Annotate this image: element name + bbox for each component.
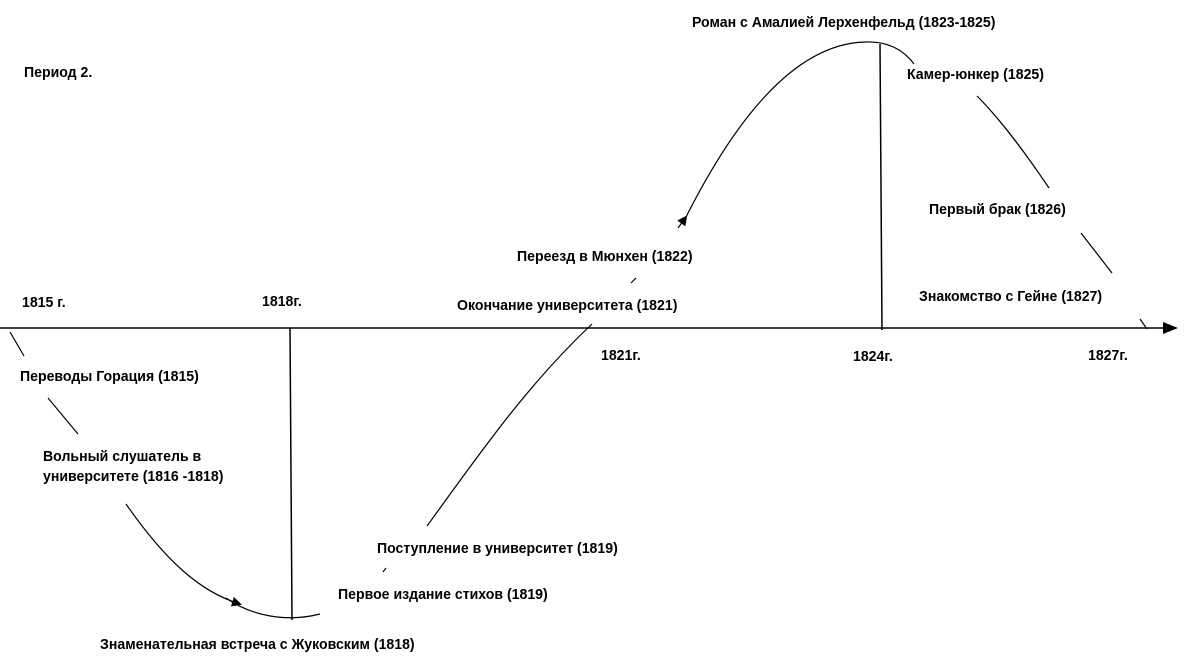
event-zhukovsky-meeting: Знаменательная встреча с Жуковским (1818…	[100, 636, 415, 653]
curve-munich-arrow	[677, 215, 688, 229]
period-label: Период 2.	[24, 64, 93, 81]
curve-trough	[225, 597, 321, 619]
curve-horace-segment	[47, 397, 79, 435]
curve-peak	[685, 41, 915, 218]
curve-marriage-segment	[1080, 232, 1113, 274]
curve-descent	[976, 95, 1050, 189]
event-heine-acquaintance: Знакомство с Гейне (1827)	[919, 288, 1103, 305]
event-move-munich: Переезд в Мюнхен (1822)	[517, 248, 693, 265]
event-kammerjunker: Камер-юнкер (1825)	[907, 66, 1044, 83]
event-first-edition: Первое издание стихов (1819)	[338, 586, 548, 603]
event-amalia-romance: Роман с Амалией Лерхенфельд (1823-1825)	[692, 14, 996, 31]
event-university-entry: Поступление в университет (1819)	[377, 540, 618, 557]
marker-1818	[289, 327, 293, 621]
year-label-1824: 1824г.	[853, 348, 893, 365]
curve-start-segment	[9, 331, 25, 357]
event-free-listener-line2: университете (1816 -1818)	[43, 468, 224, 485]
event-free-listener-line1: Вольный слушатель в	[43, 448, 202, 465]
year-label-1815: 1815 г.	[22, 294, 66, 311]
timeline-axis-arrow	[1163, 322, 1178, 334]
year-label-1821: 1821г.	[601, 347, 641, 364]
curve-to-zhukovsky	[125, 503, 242, 607]
curve-munich-tick	[630, 277, 637, 284]
curve-entry-tick	[382, 567, 387, 573]
year-label-1827: 1827г.	[1088, 347, 1128, 364]
event-free-listener: Вольный слушатель в университете (1816 -…	[43, 447, 223, 487]
event-university-graduation: Окончание университета (1821)	[457, 297, 678, 314]
year-label-1818: 1818г.	[262, 293, 302, 310]
event-first-marriage: Первый брак (1826)	[929, 201, 1066, 218]
curve-rise-to-graduation	[426, 323, 593, 527]
event-horace-translations: Переводы Горация (1815)	[20, 368, 199, 385]
curve-end-segment	[1139, 318, 1148, 330]
marker-1824	[879, 43, 883, 331]
